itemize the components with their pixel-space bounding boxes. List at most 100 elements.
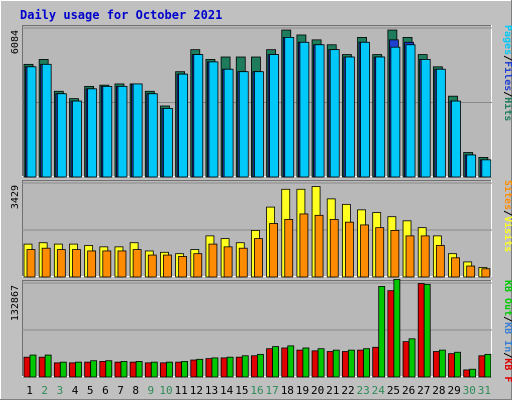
bar-sites-day-9 (147, 254, 157, 278)
legend-separator: / (502, 316, 512, 322)
bar-sites-day-23 (360, 224, 369, 278)
legend-visits-sites: Sites/Visits (502, 180, 512, 252)
bar-kb-out-day-25 (393, 278, 401, 378)
bar-sites-day-18 (284, 219, 294, 278)
bar-pages-day-3 (56, 93, 67, 178)
day-label: 2 (41, 384, 48, 397)
bar-kb-out-day-15 (241, 355, 249, 378)
day-label: 22 (341, 384, 354, 397)
bar-kb-f-day-9 (144, 362, 152, 378)
bar-pages-day-8 (132, 83, 143, 178)
bar-kb-f-day-2 (38, 356, 46, 378)
bar-sites-day-22 (344, 221, 354, 278)
bar-kb-f-day-6 (99, 361, 107, 378)
legend-kbytes: KB Out/KB In/KB F (502, 280, 512, 382)
bar-kb-f-day-16 (251, 355, 258, 378)
legend-item-kb-out: KB Out (502, 280, 512, 316)
bar-pages-day-10 (163, 108, 173, 178)
legend-item-kb-in: KB In (502, 322, 512, 352)
bar-pages-day-13 (208, 61, 219, 178)
bar-sites-day-17 (269, 223, 278, 278)
panel-kbytes: 132867 KB Out/KB In/KB F (10, 278, 512, 382)
bar-kb-f-day-3 (53, 362, 61, 378)
bar-sites-day-4 (72, 249, 81, 278)
legend-separator: / (502, 91, 512, 97)
bar-sites-day-6 (102, 250, 112, 278)
legend-item-pages: Pages (502, 25, 512, 55)
bar-kb-f-day-30 (463, 369, 471, 378)
day-label: 9 (148, 384, 155, 397)
day-label: 16 (250, 384, 263, 397)
bar-kb-f-day-22 (341, 351, 349, 378)
day-label: 17 (266, 384, 279, 397)
bar-kb-f-day-5 (84, 361, 92, 378)
bar-kb-out-day-28 (438, 349, 446, 378)
y-max-label: 3429 (10, 185, 21, 209)
bar-sites-day-27 (420, 235, 430, 278)
legend-text: Sites/Visits (502, 180, 512, 252)
bar-kb-out-day-8 (135, 361, 143, 378)
day-axis-labels: 1 2 3 4 5 6 7 8 9 10 11 12 13 14 15 16 17 18 19 20 21 22 23 24 2… (26, 384, 491, 397)
bar-kb-out-day-21 (332, 349, 340, 378)
bar-sites-day-1 (26, 249, 36, 278)
bar-pages-day-7 (117, 85, 128, 178)
bar-pages-day-14 (223, 68, 234, 178)
bar-kb-f-day-18 (281, 347, 289, 378)
day-label: 11 (175, 384, 188, 397)
bar-pages-day-21 (329, 49, 340, 178)
bar-kb-f-day-15 (235, 356, 243, 378)
bar-kb-f-day-21 (326, 351, 334, 378)
day-label: 8 (132, 384, 139, 397)
bar-pages-day-15 (238, 71, 249, 178)
bar-kb-out-day-20 (317, 348, 325, 378)
bar-pages-day-20 (314, 44, 325, 178)
bar-kb-f-day-1 (23, 356, 31, 378)
bar-kb-out-day-24 (378, 286, 386, 378)
bar-pages-day-31 (481, 159, 492, 178)
day-label: 5 (87, 384, 94, 397)
bar-sites-day-12 (193, 253, 203, 278)
bar-kb-f-day-20 (311, 350, 319, 378)
bar-kb-out-day-1 (29, 354, 37, 378)
bar-kb-out-day-17 (272, 346, 279, 378)
bar-sites-day-15 (238, 247, 248, 278)
day-label: 25 (387, 384, 400, 397)
legend-item-kb-f: KB F (502, 358, 512, 382)
bar-kb-f-day-25 (387, 290, 395, 378)
bar-kb-out-day-12 (196, 358, 204, 378)
bar-kb-f-day-12 (190, 359, 198, 378)
bar-kb-f-day-24 (372, 346, 380, 378)
day-label: 19 (296, 384, 309, 397)
bar-kb-f-day-13 (205, 358, 213, 378)
bar-pages-day-24 (375, 56, 386, 178)
bar-kb-f-day-11 (175, 361, 183, 378)
bar-pages-day-12 (193, 54, 204, 178)
bar-kb-out-day-30 (469, 368, 477, 378)
day-label: 26 (402, 384, 415, 397)
bar-kb-out-day-31 (484, 353, 492, 378)
bar-sites-day-8 (132, 249, 142, 278)
bar-sites-day-11 (178, 256, 188, 278)
day-label: 28 (432, 384, 445, 397)
day-label: 10 (159, 384, 172, 397)
bar-pages-day-16 (254, 71, 264, 178)
day-label: 1 (26, 384, 33, 397)
bar-kb-f-day-19 (296, 349, 304, 378)
bar-kb-f-day-23 (357, 349, 364, 378)
bar-kb-f-day-8 (129, 361, 137, 378)
day-label: 30 (463, 384, 476, 397)
bar-sites-day-19 (299, 213, 309, 278)
bar-kb-out-day-19 (302, 347, 310, 378)
bar-kb-f-day-31 (478, 355, 486, 378)
bar-sites-day-29 (451, 257, 460, 278)
legend-item-hits: Hits (502, 97, 512, 121)
panel-hits-files-pages: 6084 Pages/Files/Hits (10, 25, 512, 178)
bar-sites-day-28 (435, 245, 445, 278)
day-label: 31 (478, 384, 491, 397)
legend-separator: / (502, 55, 512, 61)
bar-kb-out-day-16 (257, 353, 264, 378)
legend-text: Pages/Files/Hits (502, 25, 512, 121)
legend-item-files: Files (502, 61, 512, 91)
bar-kb-out-day-7 (120, 361, 128, 378)
